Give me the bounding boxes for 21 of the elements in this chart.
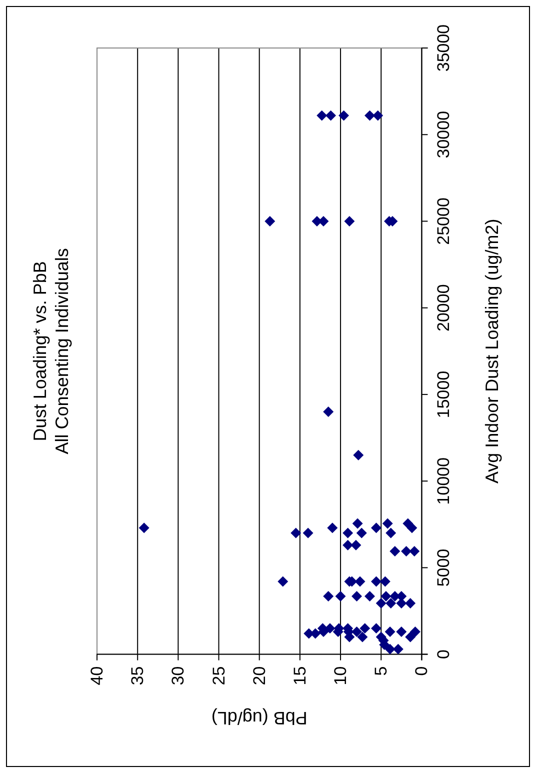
x-axis-title: PbB (ug/dL) <box>211 708 308 728</box>
x-tick-label: 0 <box>412 666 432 676</box>
text: All Consenting Individuals <box>52 248 72 454</box>
y-tick-label: 0 <box>434 650 454 660</box>
y-tick-label: 5000 <box>434 548 454 587</box>
x-tick-label: 5 <box>372 666 391 676</box>
x-tick-label: 40 <box>88 666 106 686</box>
x-tick-label: 10 <box>331 666 350 686</box>
x-tick-label: 20 <box>250 666 269 686</box>
x-tick-label: 35 <box>128 666 148 686</box>
y-tick-label: 15000 <box>434 370 454 418</box>
x-tick-label: 30 <box>168 666 188 686</box>
y-tick-label: 35000 <box>434 24 454 72</box>
y-tick-label: 20000 <box>434 284 454 332</box>
y-tick-label: 10000 <box>434 457 454 505</box>
x-tick-label: 25 <box>209 666 228 686</box>
y-axis-title: Avg Indoor Dust Loading (ug/m2) <box>482 218 502 484</box>
y-tick-label: 25000 <box>434 198 454 245</box>
y-tick-label: 30000 <box>434 110 454 158</box>
x-tick-label: 15 <box>290 666 310 686</box>
text: Dust Loading* vs. PbB <box>30 261 50 442</box>
